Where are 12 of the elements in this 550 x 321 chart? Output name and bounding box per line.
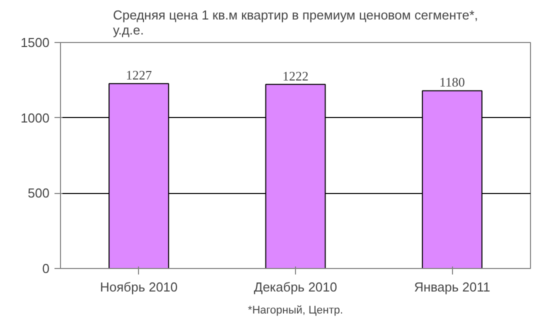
x-tick-label: Январь 2011 bbox=[414, 280, 490, 294]
y-tick-label: 500 bbox=[28, 186, 50, 201]
x-tick-label: Декабрь 2010 bbox=[254, 280, 338, 294]
x-tick-label: Ноябрь 2010 bbox=[100, 280, 178, 294]
data-label: 1222 bbox=[282, 68, 308, 84]
text: *Нагорный, Центр. bbox=[248, 304, 344, 316]
data-label: 1227 bbox=[126, 68, 152, 83]
y-tick-label: 1000 bbox=[20, 110, 50, 126]
data-label: 1180 bbox=[439, 74, 465, 90]
y-tick-label: 1500 bbox=[20, 35, 50, 50]
chart-title: Средняя цена 1 кв.м квартир в премиум ценовом сегменте*, у.д.е. bbox=[113, 8, 478, 38]
y-tick-label: 0 bbox=[42, 261, 50, 276]
